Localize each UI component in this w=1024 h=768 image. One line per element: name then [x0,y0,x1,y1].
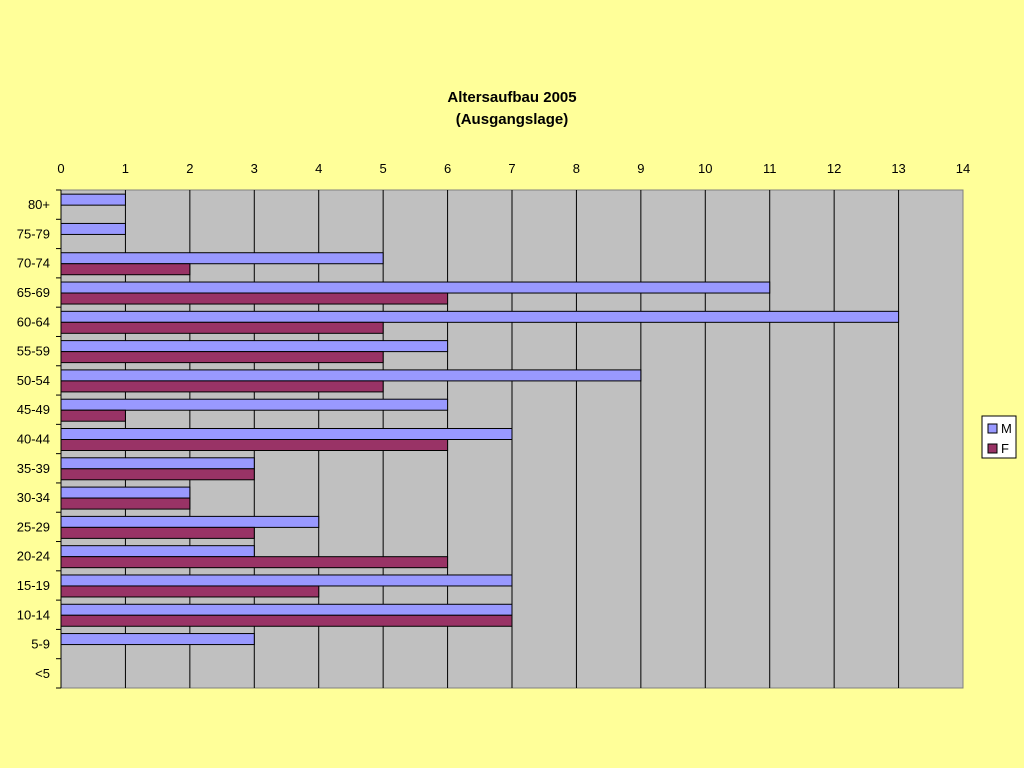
x-tick-label: 2 [186,161,193,176]
chart-title: Altersaufbau 2005 [447,89,576,106]
x-tick-label: 12 [827,161,841,176]
x-tick-label: 14 [956,161,970,176]
y-tick-label: 55-59 [17,344,50,359]
y-tick-label: 35-39 [17,461,50,476]
bar-f [60,292,449,305]
x-tick-label: 1 [122,161,129,176]
legend-label-m: M [1001,421,1012,436]
x-tick-label: 4 [315,161,322,176]
y-tick-label: 60-64 [17,314,50,329]
y-tick-label: 80+ [28,197,50,212]
y-axis-ticks: 80+ 75-79 70-74 65-69 60-64 55-59 50-54 45-49 40… [17,189,62,689]
y-tick-label: 65-69 [17,285,50,300]
bar-f [60,321,384,334]
bar-f [60,468,255,481]
bar-m [60,457,255,470]
bar-m [60,310,900,323]
bar-f [60,263,191,276]
x-tick-label: 13 [891,161,905,176]
x-tick-label: 9 [637,161,644,176]
x-axis-ticks: 0 1 2 3 4 5 6 7 8 9 10 11 12 13 14 [57,161,970,176]
bar-m [60,486,191,499]
y-tick-label: 50-54 [17,373,50,388]
bar-f [60,380,384,393]
legend: M F [981,415,1017,459]
legend-box [981,415,1017,459]
bar-m [60,633,255,646]
y-tick-label: <5 [35,666,50,681]
y-tick-label: 25-29 [17,519,50,534]
bar-m [60,603,513,616]
y-tick-label: 20-24 [17,549,50,564]
bar-f [60,585,320,598]
y-tick-label: 5-9 [31,637,50,652]
bar-m [60,252,384,265]
bar-m [60,222,126,235]
bar-m [60,369,642,382]
bar-f [60,614,513,627]
bar-f [60,409,126,422]
bar-m [60,515,320,528]
bar-f [60,439,449,451]
x-tick-label: 0 [57,161,64,176]
x-tick-label: 8 [573,161,580,176]
y-tick-label: 30-34 [17,490,50,505]
y-tick-label: 40-44 [17,432,50,447]
bar-m [60,574,513,587]
x-tick-label: 11 [763,161,777,176]
bar-m [60,281,771,294]
bar-m [60,398,449,411]
legend-swatch-m [987,423,998,434]
chart-subtitle: (Ausgangslage) [456,111,569,128]
bar-f [60,556,449,569]
bar-m [60,428,513,440]
y-tick-label: 70-74 [17,256,50,271]
x-tick-label: 6 [444,161,451,176]
bar-m [60,340,449,353]
y-tick-label: 10-14 [17,607,50,622]
x-tick-label: 3 [251,161,258,176]
bar-f [60,351,384,364]
legend-swatch-f [987,443,998,454]
x-tick-label: 10 [698,161,712,176]
bar-f [60,526,255,539]
bar-m [60,545,255,558]
y-tick-label: 45-49 [17,402,50,417]
x-tick-label: 5 [380,161,387,176]
y-tick-label: 15-19 [17,578,50,593]
y-tick-label: 75-79 [17,226,50,241]
bar-m [60,193,126,206]
bar-f [60,497,191,510]
x-tick-label: 7 [508,161,515,176]
legend-label-f: F [1001,441,1009,456]
